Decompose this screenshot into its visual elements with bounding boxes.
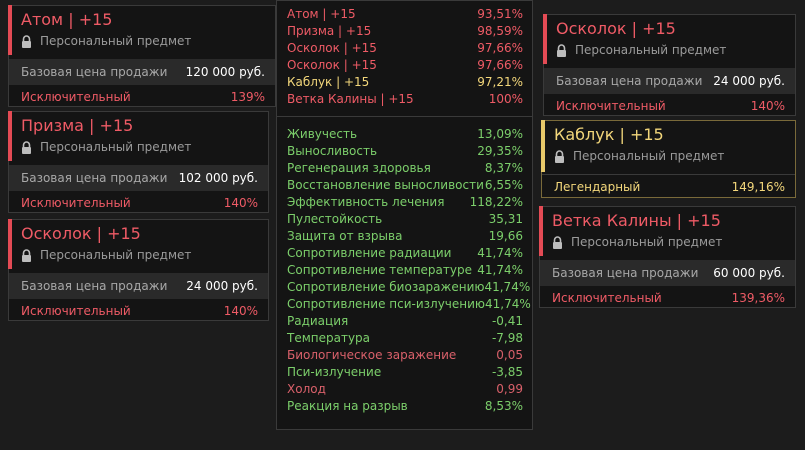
stats-list: Живучесть 13,09% Выносливость 29,35% Реген… [277, 126, 532, 415]
price-row: Базовая цена продажи 24 000 руб. [9, 273, 268, 299]
card-subtitle: Персональный предмет [556, 41, 795, 59]
price-value: 60 000 руб. [713, 266, 785, 280]
rarity-label: Исключительный [552, 291, 662, 305]
stat-row: Регенерация здоровья 8,37% [287, 161, 523, 175]
subtitle-text: Персональный предмет [40, 34, 192, 48]
lock-icon [552, 235, 563, 249]
subtitle-text: Персональный предмет [40, 248, 192, 262]
build-summary-panel: Атом | +15 93,51% Призма | +15 98,59% Оско… [276, 0, 533, 430]
card-subtitle: Персональный предмет [552, 233, 795, 251]
stat-row: Биологическое заражение 0,05 [287, 348, 523, 362]
card-title: Атом | +15 [21, 10, 113, 29]
subtitle-text: Персональный предмет [573, 149, 725, 163]
card-title: Осколок | +15 [21, 224, 141, 243]
rarity-percent: 140% [750, 99, 785, 113]
stat-row: Живучесть 13,09% [287, 127, 523, 141]
card-title: Призма | +15 [21, 116, 134, 135]
card-accent [543, 14, 547, 64]
rarity-label: Исключительный [21, 304, 131, 318]
divider [277, 116, 532, 117]
lock-icon [21, 140, 32, 154]
stat-row: Эффективность лечения 118,22% [287, 195, 523, 209]
artifact-list: Атом | +15 93,51% Призма | +15 98,59% Оско… [277, 1, 532, 108]
subtitle-text: Персональный предмет [571, 235, 723, 249]
rarity-label: Исключительный [556, 99, 666, 113]
stat-row: Пси-излучение -3,85 [287, 365, 523, 379]
price-value: 120 000 руб. [185, 65, 265, 79]
stat-row: Реакция на разрыв 8,53% [287, 399, 523, 413]
item-card-oskolok[interactable]: Осколок | +15 Персональный предмет Базов… [8, 219, 269, 321]
rarity-row: Исключительный 139% [9, 85, 275, 109]
price-row: Базовая цена продажи 120 000 руб. [9, 59, 275, 85]
lock-icon [556, 43, 567, 57]
rarity-row: Исключительный 140% [544, 94, 795, 118]
stat-row: Пулестойкость 35,31 [287, 212, 523, 226]
card-title: Осколок | +15 [556, 19, 676, 38]
card-accent [8, 111, 12, 161]
stat-row: Защита от взрыва 19,66 [287, 229, 523, 243]
stat-row: Восстановление выносливости 6,55% [287, 178, 523, 192]
price-value: 24 000 руб. [186, 279, 258, 293]
price-label: Базовая цена продажи [21, 279, 168, 293]
item-card-prizma[interactable]: Призма | +15 Персональный предмет Базова… [8, 111, 269, 213]
artifact-row: Атом | +15 93,51% [287, 7, 523, 21]
item-card-kabluk[interactable]: Каблук | +15 Персональный предмет Легенд… [541, 120, 796, 198]
price-label: Базовая цена продажи [21, 65, 168, 79]
card-subtitle: Персональный предмет [21, 246, 268, 264]
rarity-label: Легендарный [554, 180, 641, 194]
rarity-percent: 139% [230, 90, 265, 104]
stat-row: Сопротивление температуре 41,74% [287, 263, 523, 277]
card-accent [8, 219, 12, 269]
lock-icon [21, 248, 32, 262]
price-label: Базовая цена продажи [21, 171, 168, 185]
subtitle-text: Персональный предмет [575, 43, 727, 57]
subtitle-text: Персональный предмет [40, 140, 192, 154]
stat-row: Холод 0,99 [287, 382, 523, 396]
price-row: Базовая цена продажи 102 000 руб. [9, 165, 268, 191]
rarity-percent: 149,16% [731, 180, 785, 194]
item-card-atom[interactable]: Атом | +15 Персональный предмет Базовая … [8, 5, 276, 107]
item-card-vetka-kaliny[interactable]: Ветка Калины | +15 Персональный предмет … [539, 206, 796, 308]
rarity-percent: 140% [223, 196, 258, 210]
price-value: 102 000 руб. [178, 171, 258, 185]
rarity-percent: 140% [223, 304, 258, 318]
artifact-row: Каблук | +15 97,21% [287, 75, 523, 89]
stat-row: Выносливость 29,35% [287, 144, 523, 158]
rarity-label: Исключительный [21, 90, 131, 104]
stat-row: Сопротивление радиации 41,74% [287, 246, 523, 260]
artifact-row: Осколок | +15 97,66% [287, 41, 523, 55]
stat-row: Сопротивление биозаражению 41,74% [287, 280, 531, 294]
rarity-row: Исключительный 140% [9, 299, 268, 323]
price-label: Базовая цена продажи [556, 74, 703, 88]
price-label: Базовая цена продажи [552, 266, 699, 280]
price-value: 24 000 руб. [713, 74, 785, 88]
card-subtitle: Персональный предмет [554, 147, 795, 165]
item-card-oskolok-right[interactable]: Осколок | +15 Персональный предмет Базов… [543, 14, 796, 116]
card-title: Каблук | +15 [554, 125, 664, 144]
artifact-row: Ветка Калины | +15 100% [287, 92, 523, 106]
artifact-row: Призма | +15 98,59% [287, 24, 523, 38]
price-row: Базовая цена продажи 60 000 руб. [540, 260, 795, 286]
card-accent [8, 5, 12, 55]
card-accent [541, 120, 545, 172]
lock-icon [21, 34, 32, 48]
stat-row: Сопротивление пси-излучению 41,74% [287, 297, 531, 311]
card-subtitle: Персональный предмет [21, 138, 268, 156]
stat-row: Температура -7,98 [287, 331, 523, 345]
lock-icon [554, 149, 565, 163]
rarity-row: Исключительный 139,36% [540, 286, 795, 310]
price-row: Базовая цена продажи 24 000 руб. [544, 68, 795, 94]
stat-row: Радиация -0,41 [287, 314, 523, 328]
card-accent [539, 206, 543, 256]
rarity-percent: 139,36% [731, 291, 785, 305]
rarity-row: Исключительный 140% [9, 191, 268, 215]
card-title: Ветка Калины | +15 [552, 211, 721, 230]
artifact-row: Осколок | +15 97,66% [287, 58, 523, 72]
rarity-row: Легендарный 149,16% [542, 174, 795, 199]
rarity-label: Исключительный [21, 196, 131, 210]
card-subtitle: Персональный предмет [21, 32, 275, 50]
